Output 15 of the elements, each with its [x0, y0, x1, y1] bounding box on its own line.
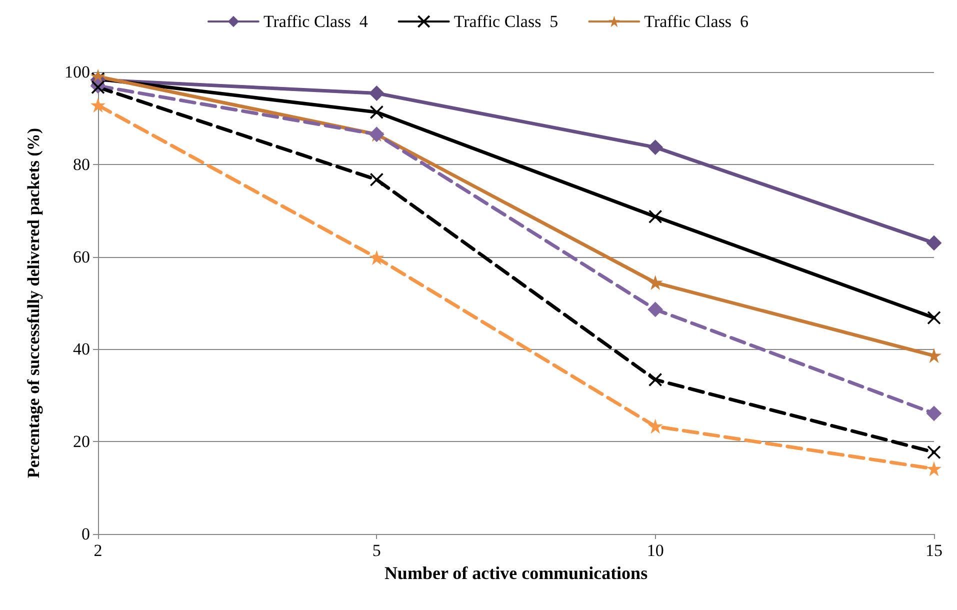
legend-label: Traffic Class 6: [644, 12, 749, 31]
x-tick-label: 5: [372, 541, 381, 560]
y-tick-label: 80: [73, 154, 90, 174]
legend-label: Traffic Class 5: [454, 12, 558, 31]
x-tick-label: 15: [926, 541, 942, 560]
x-tick-label: 2: [94, 541, 102, 560]
legend-label: Traffic Class 4: [263, 12, 368, 31]
x-tick-label: 10: [646, 541, 664, 560]
y-axis-title: Percentage of successfully delivered packets (%): [24, 128, 43, 478]
y-tick-label: 40: [73, 340, 90, 359]
y-tick-label: 0: [82, 524, 90, 544]
y-tick-label: 100: [64, 62, 90, 82]
y-tick-label: 20: [73, 432, 90, 452]
x-axis-title: Number of active communications: [384, 563, 648, 583]
y-tick-label: 60: [73, 247, 90, 266]
